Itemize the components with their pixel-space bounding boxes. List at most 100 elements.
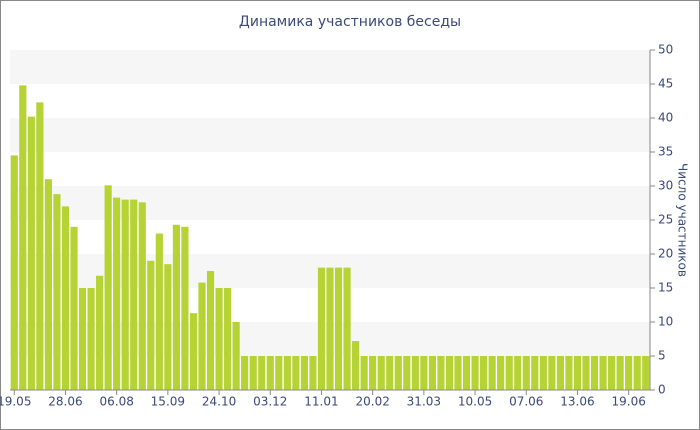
x-tick-label: 15.09 [151, 395, 185, 409]
bar [437, 356, 445, 390]
bar [480, 356, 488, 390]
bar [403, 356, 411, 390]
bar [113, 197, 121, 390]
bar [206, 271, 215, 390]
bar [548, 356, 556, 390]
bar [19, 85, 27, 391]
bar [104, 185, 112, 390]
bar [181, 226, 189, 390]
bar [44, 179, 52, 390]
x-tick-label: 03.12 [253, 395, 287, 409]
bar [514, 356, 522, 390]
bar [633, 356, 641, 390]
bar [642, 356, 650, 390]
x-tick-label: 19.06 [611, 395, 645, 409]
bar [608, 356, 616, 390]
bar [369, 356, 377, 390]
bar [283, 356, 291, 390]
x-tick-label: 06.08 [99, 395, 133, 409]
bar [454, 356, 462, 390]
bar [147, 260, 155, 390]
grid-band [10, 50, 650, 84]
bar [522, 356, 530, 390]
bar [258, 356, 266, 390]
bar [78, 288, 87, 390]
y-tick-label: 20 [658, 247, 673, 261]
bar [10, 155, 18, 390]
bar [121, 199, 129, 390]
bar [377, 356, 385, 390]
bar [232, 322, 240, 390]
x-tick-label: 19.05 [0, 395, 31, 409]
bar [292, 356, 300, 390]
bar [411, 356, 419, 390]
chart-title: Динамика участников беседы [239, 14, 461, 30]
bar [420, 356, 428, 390]
y-tick-label: 30 [658, 179, 673, 193]
x-tick-label: 24.10 [202, 395, 236, 409]
bar [428, 356, 436, 390]
y-tick-label: 5 [658, 349, 666, 363]
bar [334, 267, 343, 390]
bar [215, 288, 223, 390]
bar [224, 288, 232, 390]
bar [539, 356, 547, 390]
bar [462, 356, 471, 390]
x-tick-label: 07.06 [509, 395, 543, 409]
bar [130, 199, 138, 390]
bar [61, 206, 70, 390]
bar [266, 356, 274, 390]
bar [275, 356, 283, 390]
bar [138, 202, 146, 390]
bar [343, 267, 351, 390]
bar [394, 356, 402, 390]
bar [590, 356, 599, 390]
bar [198, 282, 206, 390]
x-tick-label: 31.03 [407, 395, 441, 409]
y-tick-label: 15 [658, 281, 673, 295]
y-axis-label: Число участников [676, 163, 690, 277]
bar [445, 356, 454, 390]
x-tick-label: 20.02 [355, 395, 389, 409]
bar [531, 356, 539, 390]
bar [249, 356, 257, 390]
bar [386, 356, 394, 390]
bar [488, 356, 496, 390]
bar [70, 226, 78, 390]
bar [96, 275, 104, 390]
bar [582, 356, 590, 390]
bar [497, 356, 505, 390]
y-tick-label: 40 [658, 111, 673, 125]
y-tick-label: 50 [658, 43, 673, 57]
y-tick-label: 25 [658, 213, 673, 227]
bar [36, 102, 44, 391]
bar [573, 356, 582, 390]
grid-band [10, 118, 650, 152]
bar [155, 233, 163, 390]
y-tick-label: 35 [658, 145, 673, 159]
bar [300, 356, 308, 390]
bar [360, 356, 368, 390]
bar [352, 341, 360, 390]
bar [189, 313, 198, 390]
bar [172, 224, 180, 390]
y-tick-label: 0 [658, 383, 666, 397]
bar [241, 356, 249, 390]
bar [599, 356, 607, 390]
x-tick-label: 28.06 [48, 395, 82, 409]
bar [27, 116, 35, 390]
bar [53, 194, 61, 390]
x-tick-label: 10.05 [458, 395, 492, 409]
bar [164, 264, 172, 390]
bar [565, 356, 573, 390]
bar [556, 356, 564, 390]
x-tick-label: 11.01 [304, 395, 338, 409]
bar [87, 288, 95, 390]
bar [317, 267, 326, 390]
y-tick-label: 10 [658, 315, 673, 329]
bar [505, 356, 513, 390]
bar [471, 356, 479, 390]
bar [326, 267, 334, 390]
y-tick-label: 45 [658, 77, 673, 91]
bar [616, 356, 624, 390]
